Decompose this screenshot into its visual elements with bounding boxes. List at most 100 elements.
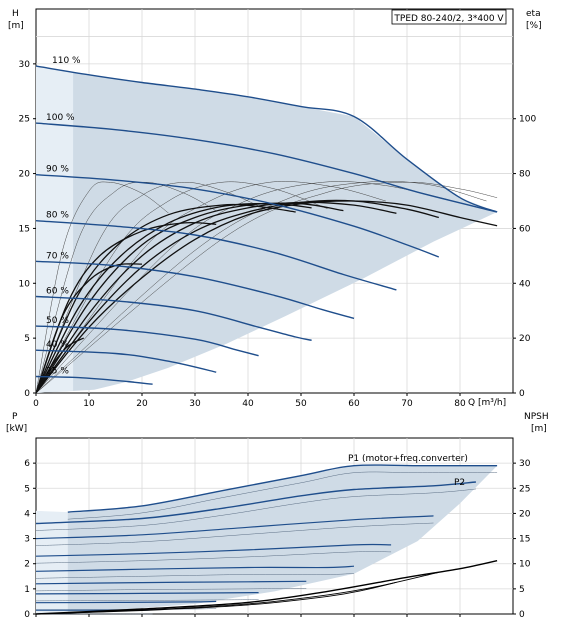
npsh-axis-label-line2: [m] bbox=[531, 424, 547, 434]
efficiency-curve bbox=[35, 202, 344, 394]
speed-label: 100 % bbox=[46, 113, 75, 123]
npsh-tick-label: 5 bbox=[519, 585, 525, 595]
power-curve-secondary bbox=[35, 522, 434, 546]
power-curve-secondary bbox=[35, 573, 355, 579]
p-tick-label: 6 bbox=[24, 459, 30, 469]
chart-title-box bbox=[391, 9, 507, 25]
power-curve bbox=[35, 515, 434, 540]
speed-label: 110 % bbox=[52, 56, 81, 66]
top-axis-ticks: 0 10 20 30 40 50 60 70 80 0 5 10 15 20 25 30 0 20 40 60 80 10… bbox=[19, 60, 537, 409]
p-axis-label-line1: P bbox=[12, 412, 18, 422]
x-tick-label: 30 bbox=[189, 399, 201, 409]
speed-curve bbox=[35, 260, 355, 320]
y-axis-label-line1: H bbox=[12, 9, 19, 19]
npsh-tick-label: 0 bbox=[519, 610, 525, 620]
npsh-curve bbox=[35, 560, 498, 615]
power-curve-secondary bbox=[35, 588, 307, 592]
y2-tick-label: 40 bbox=[519, 279, 531, 289]
npsh-tick-label: 30 bbox=[519, 459, 531, 469]
npsh-curve bbox=[35, 581, 397, 615]
power-curve bbox=[35, 592, 259, 595]
npsh-tick-label: 25 bbox=[519, 484, 530, 494]
bottom-power-curves bbox=[35, 464, 498, 615]
speed-curve bbox=[35, 295, 312, 341]
speed-label: 25 % bbox=[46, 367, 69, 377]
p-tick-label: 5 bbox=[24, 484, 30, 494]
y-tick-label: 25 bbox=[19, 115, 30, 125]
speed-curve bbox=[35, 122, 498, 213]
power-curve bbox=[35, 481, 476, 525]
power-area bbox=[36, 465, 498, 614]
power-curve-secondary bbox=[67, 471, 498, 520]
top-chart: 110 % 100 % 90 % 80 % 70 % 60 % 50 % 40 % 25 % 0… bbox=[8, 8, 542, 409]
y2-tick-label: 20 bbox=[519, 334, 531, 344]
chart-title: TPED 80-240/2, 3*400 V bbox=[393, 14, 504, 24]
y-tick-label: 20 bbox=[19, 170, 31, 180]
bottom-axis-ticks: 0 1 2 3 4 5 6 0 5 10 15 20 25 30 bbox=[24, 459, 530, 620]
p-tick-label: 3 bbox=[24, 535, 30, 545]
npsh-tick-label: 10 bbox=[519, 560, 531, 570]
x-tick-label: 20 bbox=[136, 399, 148, 409]
y-tick-label: 0 bbox=[24, 389, 30, 399]
efficiency-curve bbox=[35, 337, 84, 394]
y-tick-label: 5 bbox=[24, 334, 30, 344]
top-speed-curves bbox=[35, 65, 498, 385]
y-tick-label: 10 bbox=[19, 279, 31, 289]
operating-area bbox=[36, 66, 498, 393]
speed-label: 50 % bbox=[46, 316, 69, 326]
speed-curve bbox=[35, 325, 259, 357]
npsh-tick-label: 15 bbox=[519, 535, 530, 545]
y2-tick-label: 100 bbox=[519, 115, 536, 125]
system-curve bbox=[35, 181, 328, 394]
speed-curve bbox=[35, 174, 440, 258]
bottom-npsh-curves bbox=[35, 560, 498, 615]
p-axis-label-line2: [kW] bbox=[6, 424, 27, 434]
top-speed-labels: 110 % 100 % 90 % 80 % 70 % 60 % 50 % 40 % 25 % bbox=[46, 56, 81, 376]
y-tick-label: 15 bbox=[19, 224, 30, 234]
system-curve bbox=[35, 181, 169, 394]
power-curve-secondary bbox=[35, 488, 476, 531]
efficiency-curve bbox=[35, 200, 498, 394]
power-curve-secondary bbox=[35, 599, 259, 602]
x-tick-label: 60 bbox=[348, 399, 360, 409]
speed-label: 40 % bbox=[46, 340, 69, 350]
y-tick-label: 30 bbox=[19, 60, 31, 70]
bottom-operating-area bbox=[36, 465, 498, 614]
speed-curve bbox=[35, 349, 217, 373]
power-curve bbox=[35, 580, 307, 585]
speed-curve bbox=[35, 65, 498, 213]
x-axis-label: Q [m³/h] bbox=[468, 398, 506, 408]
system-curve bbox=[35, 181, 450, 394]
efficiency-curve bbox=[35, 199, 439, 394]
efficiency-curve bbox=[35, 263, 143, 394]
x-tick-label: 10 bbox=[83, 399, 95, 409]
power-area-highlight bbox=[36, 510, 68, 614]
p-tick-label: 0 bbox=[24, 610, 30, 620]
speed-label: 90 % bbox=[46, 165, 69, 175]
efficiency-curve bbox=[35, 201, 397, 394]
y2-tick-label: 80 bbox=[519, 170, 531, 180]
system-curve bbox=[35, 182, 270, 394]
npsh-axis-label-line1: NPSH bbox=[524, 412, 549, 422]
y2-tick-label: 0 bbox=[519, 389, 525, 399]
speed-label: 70 % bbox=[46, 251, 69, 261]
power-curve bbox=[35, 600, 217, 604]
efficiency-curve bbox=[35, 203, 296, 394]
y-axis-label-line2: [m] bbox=[8, 21, 24, 31]
power-curve bbox=[35, 543, 392, 557]
speed-label: 60 % bbox=[46, 286, 69, 296]
bottom-chart: 0 1 2 3 4 5 6 0 5 10 15 20 25 30 P [kW] NPSH [m] P1 (… bbox=[6, 412, 549, 620]
system-curve bbox=[35, 181, 487, 394]
p-tick-label: 1 bbox=[24, 585, 30, 595]
power-curve bbox=[35, 565, 355, 572]
y2-axis-label-line1: eta bbox=[526, 9, 541, 19]
y2-tick-label: 60 bbox=[519, 224, 531, 234]
x-tick-label: 40 bbox=[242, 399, 254, 409]
power-curve-secondary bbox=[35, 551, 392, 564]
speed-label: 80 % bbox=[46, 211, 69, 221]
p-tick-label: 4 bbox=[24, 509, 30, 519]
p1-label: P1 (motor+freq.converter) bbox=[348, 454, 468, 464]
speed-curve bbox=[35, 375, 153, 385]
npsh-tick-label: 20 bbox=[519, 509, 531, 519]
